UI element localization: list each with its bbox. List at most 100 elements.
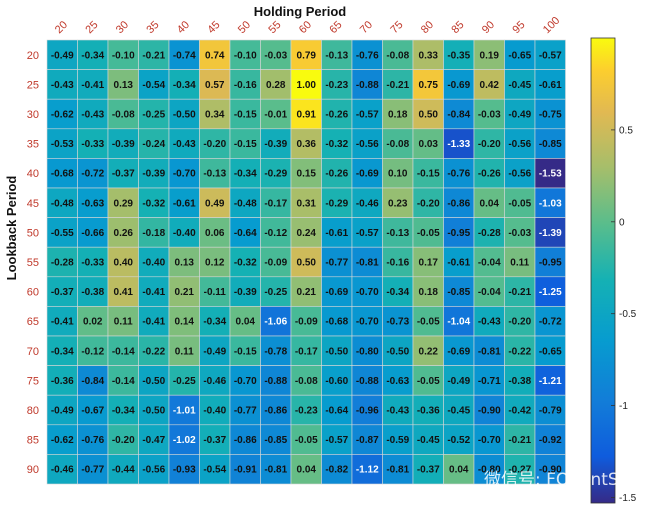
- heatmap-cell: [199, 98, 231, 130]
- cell-value-label: -0.49: [51, 406, 74, 417]
- cell-value-label: -0.26: [325, 169, 348, 180]
- heatmap-cell: [443, 424, 475, 455]
- cell-value-label: -0.32: [234, 258, 257, 269]
- x-tick-label: 50: [236, 19, 253, 36]
- colorbar-tick-label: 0.5: [619, 125, 633, 136]
- heatmap-cell: [473, 424, 505, 455]
- x-tick-label: 45: [205, 19, 222, 36]
- cell-value-label: -0.45: [417, 435, 440, 446]
- heatmap-cell: [351, 424, 383, 455]
- cell-value-label: -0.50: [142, 406, 165, 417]
- heatmap-cells: [46, 39, 566, 485]
- heatmap-cell: [412, 394, 444, 426]
- cell-value-label: -0.75: [539, 110, 562, 121]
- colorbar-tick-label: -1.5: [619, 493, 637, 504]
- cell-value-label: -0.22: [142, 346, 165, 357]
- heatmap-cell: [504, 424, 536, 455]
- heatmap-cell: [138, 187, 170, 218]
- heatmap-cell: [229, 246, 261, 278]
- heatmap-cell: [107, 69, 139, 100]
- heatmap-cell: [382, 187, 414, 218]
- heatmap-cell: [46, 158, 78, 189]
- heatmap-cell: [504, 128, 536, 159]
- cell-value-label: 0.17: [419, 258, 439, 269]
- heatmap-cell: [473, 98, 505, 130]
- heatmap-cell: [199, 335, 231, 366]
- cell-value-label: -0.22: [508, 346, 531, 357]
- x-tick-label: 30: [114, 19, 131, 36]
- cell-value-label: 0.04: [480, 198, 500, 209]
- cell-value-label: -0.68: [51, 169, 74, 180]
- cell-value-label: -0.93: [173, 465, 196, 476]
- heatmap-cell: [534, 98, 566, 130]
- cell-value-label: -0.52: [447, 435, 470, 446]
- cell-value-label: -0.15: [417, 169, 440, 180]
- cell-value-label: -0.14: [112, 346, 135, 357]
- cell-value-label: 0.75: [419, 80, 439, 91]
- cell-value-label: -0.78: [264, 346, 287, 357]
- cell-value-label: 0.26: [114, 228, 134, 239]
- heatmap-cell: [351, 335, 383, 366]
- cell-value-label: -0.69: [447, 346, 470, 357]
- colorbar: 0.5 0 -0.5 -1 -1.5: [590, 37, 637, 504]
- cell-value-label: -0.33: [81, 139, 104, 150]
- cell-value-label: -0.49: [203, 346, 226, 357]
- cell-value-label: -0.46: [203, 376, 226, 387]
- cell-value-label: -0.08: [112, 110, 135, 121]
- cell-value-label: -0.43: [81, 110, 104, 121]
- y-tick-label: 55: [27, 257, 39, 269]
- cell-value-label: -0.69: [356, 169, 379, 180]
- heatmap-cell: [321, 39, 353, 70]
- cell-value-label: -0.70: [234, 376, 257, 387]
- cell-value-label: -0.61: [173, 198, 196, 209]
- cell-value-label: -0.88: [356, 80, 379, 91]
- cell-value-label: -0.39: [142, 169, 165, 180]
- heatmap-cell: [504, 217, 536, 248]
- cell-value-label: -0.56: [508, 169, 531, 180]
- cell-value-label: -0.25: [264, 287, 287, 298]
- cell-value-label: -0.13: [386, 228, 409, 239]
- cell-value-label: -0.63: [386, 376, 409, 387]
- heatmap-cell: [290, 365, 322, 396]
- heatmap-cell: [138, 158, 170, 189]
- cell-value-label: -0.56: [142, 465, 165, 476]
- cell-value-label: 0.19: [480, 50, 500, 61]
- heatmap-cell: [138, 454, 170, 485]
- cell-value-label: -1.02: [173, 435, 196, 446]
- cell-value-label: -0.81: [386, 465, 409, 476]
- heatmap-cell: [321, 276, 353, 307]
- heatmap-cell: [107, 276, 139, 307]
- heatmap-cell: [229, 306, 261, 337]
- cell-value-label: -0.88: [264, 376, 287, 387]
- heatmap-cell: [412, 217, 444, 248]
- x-axis-title: Holding Period: [254, 4, 347, 19]
- cell-value-label: -0.03: [264, 50, 287, 61]
- cell-value-label: -0.14: [112, 376, 135, 387]
- cell-value-label: -0.10: [234, 50, 257, 61]
- cell-value-label: -0.10: [112, 50, 135, 61]
- cell-value-label: -0.90: [539, 465, 562, 476]
- heatmap-cell: [46, 39, 78, 70]
- heatmap-cell: [77, 128, 109, 159]
- cell-value-label: -0.21: [386, 80, 409, 91]
- heatmap-cell: [199, 217, 231, 248]
- heatmap-cell: [290, 306, 322, 337]
- cell-value-label: -0.05: [417, 228, 440, 239]
- heatmap-cell: [290, 246, 322, 278]
- cell-value-label: 0.14: [175, 317, 195, 328]
- heatmap-cell: [351, 187, 383, 218]
- cell-value-label: -0.43: [386, 406, 409, 417]
- cell-value-label: -0.20: [112, 435, 135, 446]
- cell-value-label: -0.41: [81, 80, 104, 91]
- heatmap-cell: [473, 246, 505, 278]
- colorbar-gradient: [590, 37, 616, 504]
- cell-value-label: -0.56: [356, 139, 379, 150]
- heatmap-cell: [443, 98, 475, 130]
- y-tick-label: 90: [27, 464, 39, 476]
- heatmap-cell: [107, 39, 139, 70]
- cell-value-label: -0.90: [478, 406, 501, 417]
- cell-value-label: -0.68: [325, 317, 348, 328]
- heatmap-cell: [412, 335, 444, 366]
- cell-value-label: -0.56: [508, 139, 531, 150]
- cell-value-label: -0.41: [51, 317, 74, 328]
